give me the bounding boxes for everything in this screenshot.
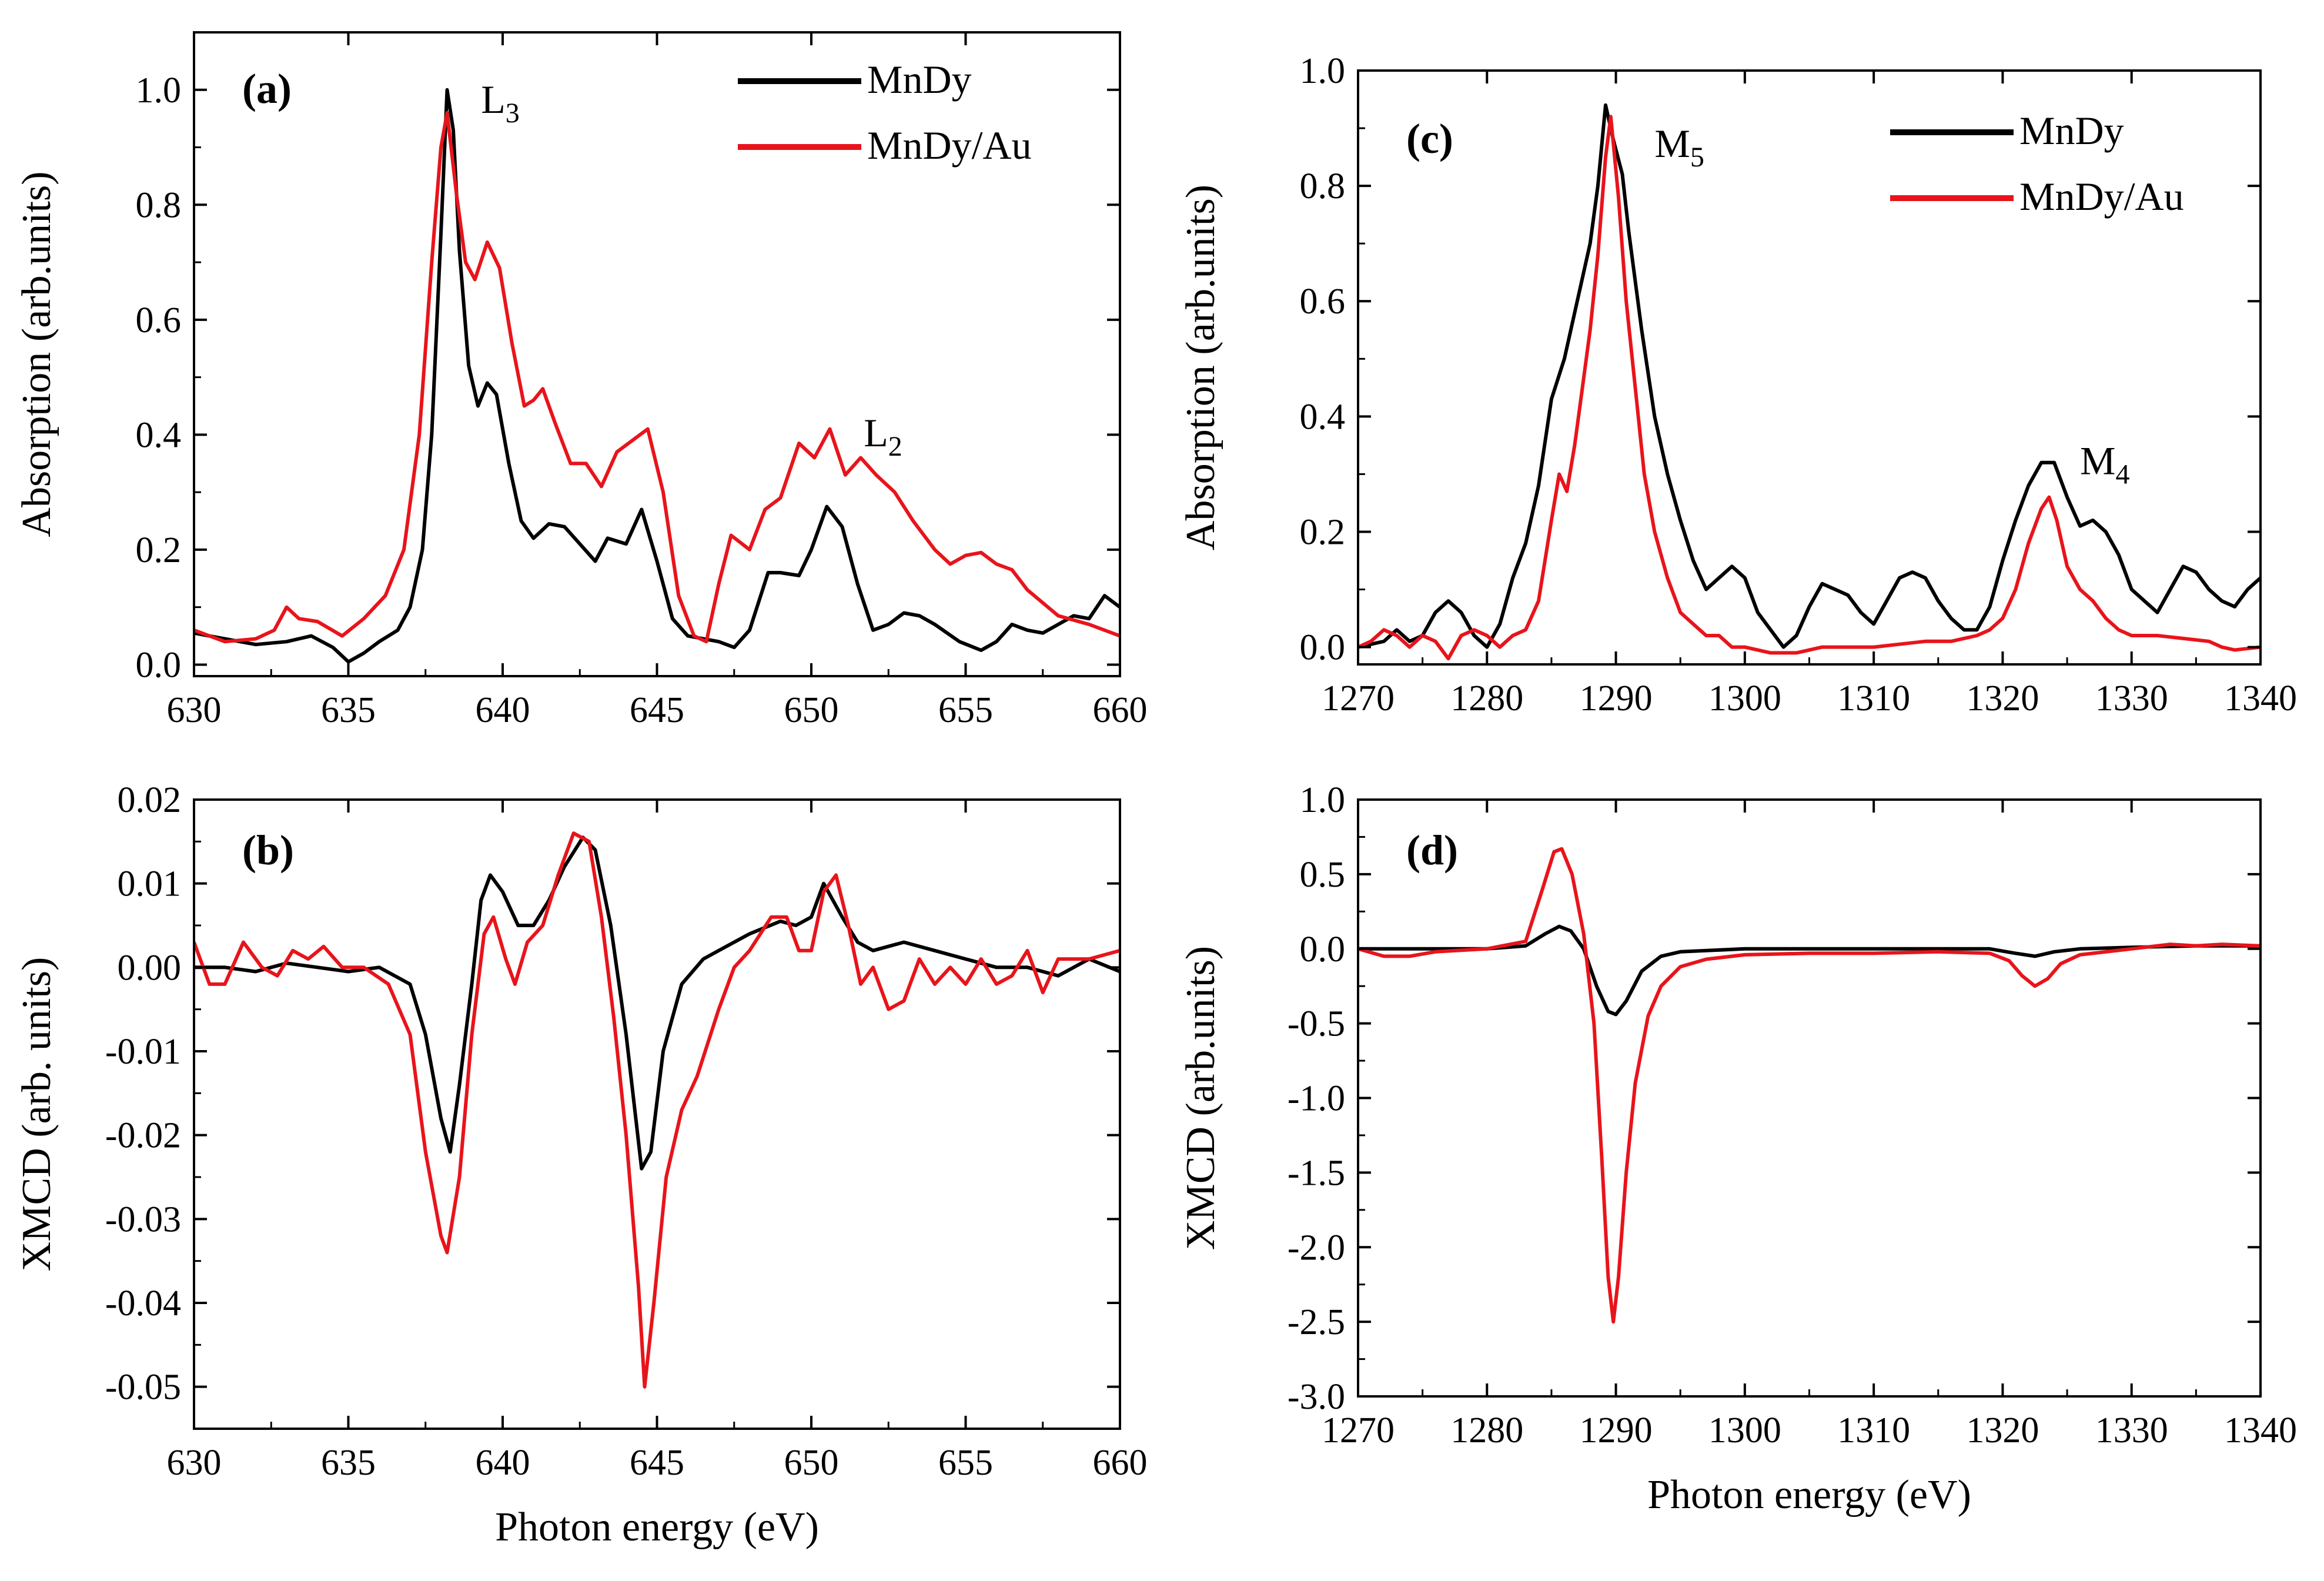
y-tick-label: -0.01 — [105, 1032, 181, 1072]
y-tick-label: 1.0 — [1300, 51, 1346, 91]
y-tick-label: 0.0 — [136, 645, 182, 685]
panel-c-chart: 1270 1280 1290 1300 1310 1320 1330 1340 0.0 0.2 0.… — [1178, 51, 2297, 718]
x-tick-label: 1290 — [1580, 678, 1653, 718]
x-tick-label: 640 — [476, 690, 530, 730]
x-tick-label: 1330 — [2095, 678, 2168, 718]
y-tick-label: 0.01 — [118, 864, 182, 904]
x-tick-label: 660 — [1093, 690, 1148, 730]
y-tick-label: -0.04 — [105, 1283, 181, 1323]
y-tick-label: -0.02 — [105, 1116, 181, 1156]
y-tick-label: -0.03 — [105, 1199, 181, 1239]
peak-label-base: M — [1654, 121, 1690, 166]
x-tick-label: 630 — [167, 1443, 222, 1483]
x-tick-label: 1280 — [1450, 678, 1523, 718]
y-tick-label: -1.0 — [1288, 1079, 1345, 1119]
panel-a-chart: 630 635 640 645 650 655 660 0.0 0.2 0.4 0.6 0.8 1.0 A… — [14, 31, 1148, 730]
series-line-mndy — [1358, 924, 2261, 1017]
panel-label: (a) — [242, 65, 292, 112]
legend-label: MnDy/Au — [867, 123, 1032, 168]
x-tick-label: 1270 — [1322, 678, 1395, 718]
panel-label: (d) — [1406, 827, 1458, 874]
x-tick-label: 1300 — [1708, 678, 1781, 718]
panel-label: (c) — [1406, 115, 1453, 162]
x-tick-label: 1320 — [1966, 678, 2039, 718]
x-tick-label: 1280 — [1450, 1410, 1523, 1450]
y-tick-label: 0.4 — [136, 415, 182, 455]
series-line-mndy — [194, 835, 1120, 1171]
y-tick-label: 0.8 — [1300, 166, 1346, 206]
y-tick-label: 0.6 — [1300, 282, 1346, 322]
x-tick-label: 1340 — [2224, 1410, 2297, 1450]
peak-label: L2 — [864, 410, 902, 462]
x-tick-label: 630 — [167, 690, 222, 730]
series-line-mndy — [1358, 103, 2261, 649]
legend-label: MnDy — [867, 57, 972, 102]
x-tick-label: 660 — [1093, 1443, 1148, 1483]
legend-label: MnDy/Au — [2019, 174, 2184, 219]
x-tick-label: 1310 — [1837, 1410, 1910, 1450]
x-tick-label: 1320 — [1966, 1410, 2039, 1450]
x-tick-label: 1340 — [2224, 678, 2297, 718]
x-tick-label: 635 — [321, 690, 376, 730]
y-tick-label: 0.6 — [136, 300, 182, 340]
y-tick-label: 1.0 — [136, 71, 182, 111]
y-tick-label: 1.0 — [1300, 780, 1346, 820]
y-axis-title: Absorption (arb.units) — [1178, 185, 1223, 550]
peak-label: M5 — [1654, 121, 1704, 173]
series-line-mndy — [194, 88, 1120, 664]
series-line-mndy-au — [1358, 115, 2261, 661]
y-tick-label: -0.05 — [105, 1368, 181, 1408]
panel-d-chart: 1270 1280 1290 1300 1310 1320 1330 1340 -3.0 -2.5… — [1178, 780, 2297, 1518]
x-axis-title: Photon energy (eV) — [495, 1505, 819, 1550]
y-tick-label: 0.4 — [1300, 397, 1346, 437]
panel-label: (b) — [242, 827, 294, 874]
y-tick-label: -3.0 — [1288, 1377, 1345, 1417]
y-axis-title: Absorption (arb.units) — [14, 171, 59, 537]
x-tick-label: 650 — [784, 690, 839, 730]
x-tick-label: 1290 — [1580, 1410, 1653, 1450]
peak-label-subscript: 3 — [506, 98, 520, 129]
series-line-mndy-au — [1358, 847, 2261, 1324]
x-tick-label: 640 — [476, 1443, 530, 1483]
y-tick-label: 0.5 — [1300, 855, 1346, 895]
y-tick-label: 0.0 — [1300, 930, 1346, 970]
x-tick-label: 645 — [630, 1443, 684, 1483]
y-tick-label: 0.0 — [1300, 628, 1346, 668]
peak-label: L3 — [481, 77, 520, 129]
panel-b-chart: 630 635 640 645 650 655 660 -0.05 -0.04 -0.03 -0.0… — [14, 780, 1148, 1550]
peak-label: M4 — [2080, 438, 2129, 490]
peak-label-base: L — [864, 410, 888, 455]
peak-label-base: M — [2080, 438, 2115, 483]
y-tick-label: -0.5 — [1288, 1004, 1345, 1044]
legend-label: MnDy — [2019, 108, 2124, 153]
y-tick-label: -1.5 — [1288, 1153, 1345, 1193]
peak-label-base: L — [481, 77, 506, 122]
y-tick-label: 0.2 — [136, 530, 182, 570]
x-tick-label: 1270 — [1322, 1410, 1395, 1450]
x-tick-label: 655 — [938, 690, 993, 730]
x-tick-label: 1300 — [1708, 1410, 1781, 1450]
x-axis-title: Photon energy (eV) — [1647, 1472, 1971, 1518]
series-line-mndy-au — [194, 831, 1120, 1389]
peak-label-subscript: 4 — [2115, 459, 2129, 490]
series-line-mndy-au — [194, 111, 1120, 644]
y-tick-label: -2.5 — [1288, 1302, 1345, 1342]
y-axis-title: XMCD (arb. units) — [14, 957, 59, 1272]
x-tick-label: 655 — [938, 1443, 993, 1483]
x-tick-label: 1310 — [1837, 678, 1910, 718]
y-tick-label: 0.02 — [118, 780, 182, 820]
peak-label-subscript: 5 — [1690, 142, 1704, 173]
x-tick-label: 645 — [630, 690, 684, 730]
peak-label-subscript: 2 — [888, 431, 902, 462]
y-tick-label: 0.2 — [1300, 512, 1346, 552]
y-tick-label: 0.8 — [136, 185, 182, 225]
y-axis-title: XMCD (arb.units) — [1178, 946, 1223, 1250]
y-tick-label: 0.00 — [118, 948, 182, 988]
y-tick-label: -2.0 — [1288, 1228, 1345, 1268]
x-tick-label: 1330 — [2095, 1410, 2168, 1450]
x-tick-label: 635 — [321, 1443, 376, 1483]
x-tick-label: 650 — [784, 1443, 839, 1483]
